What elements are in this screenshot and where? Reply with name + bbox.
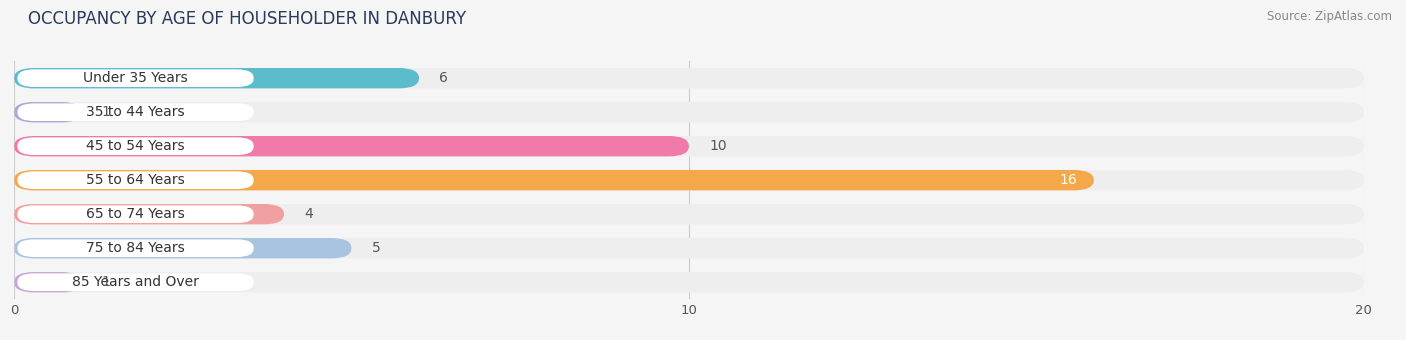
FancyBboxPatch shape bbox=[14, 136, 689, 156]
Text: OCCUPANCY BY AGE OF HOUSEHOLDER IN DANBURY: OCCUPANCY BY AGE OF HOUSEHOLDER IN DANBU… bbox=[28, 10, 467, 28]
Text: 75 to 84 Years: 75 to 84 Years bbox=[86, 241, 186, 255]
FancyBboxPatch shape bbox=[14, 272, 1364, 292]
FancyBboxPatch shape bbox=[14, 68, 419, 88]
Text: 10: 10 bbox=[709, 139, 727, 153]
FancyBboxPatch shape bbox=[14, 102, 82, 122]
FancyBboxPatch shape bbox=[17, 171, 253, 189]
Text: 6: 6 bbox=[439, 71, 449, 85]
Text: 35 to 44 Years: 35 to 44 Years bbox=[86, 105, 184, 119]
FancyBboxPatch shape bbox=[17, 103, 253, 121]
FancyBboxPatch shape bbox=[14, 204, 284, 224]
FancyBboxPatch shape bbox=[14, 272, 82, 292]
Text: 85 Years and Over: 85 Years and Over bbox=[72, 275, 200, 289]
FancyBboxPatch shape bbox=[17, 273, 253, 291]
Text: 65 to 74 Years: 65 to 74 Years bbox=[86, 207, 186, 221]
Text: 5: 5 bbox=[371, 241, 381, 255]
Text: Source: ZipAtlas.com: Source: ZipAtlas.com bbox=[1267, 10, 1392, 23]
FancyBboxPatch shape bbox=[14, 136, 1364, 156]
FancyBboxPatch shape bbox=[14, 238, 352, 258]
FancyBboxPatch shape bbox=[14, 204, 1364, 224]
Text: 1: 1 bbox=[101, 275, 111, 289]
Text: 45 to 54 Years: 45 to 54 Years bbox=[86, 139, 184, 153]
Text: Under 35 Years: Under 35 Years bbox=[83, 71, 188, 85]
FancyBboxPatch shape bbox=[17, 205, 253, 223]
FancyBboxPatch shape bbox=[14, 170, 1094, 190]
FancyBboxPatch shape bbox=[14, 170, 1364, 190]
Text: 1: 1 bbox=[101, 105, 111, 119]
FancyBboxPatch shape bbox=[17, 137, 253, 155]
FancyBboxPatch shape bbox=[17, 69, 253, 87]
FancyBboxPatch shape bbox=[14, 102, 1364, 122]
Text: 16: 16 bbox=[1059, 173, 1077, 187]
FancyBboxPatch shape bbox=[14, 68, 1364, 88]
Text: 55 to 64 Years: 55 to 64 Years bbox=[86, 173, 186, 187]
FancyBboxPatch shape bbox=[14, 238, 1364, 258]
Text: 4: 4 bbox=[304, 207, 314, 221]
FancyBboxPatch shape bbox=[17, 239, 253, 257]
